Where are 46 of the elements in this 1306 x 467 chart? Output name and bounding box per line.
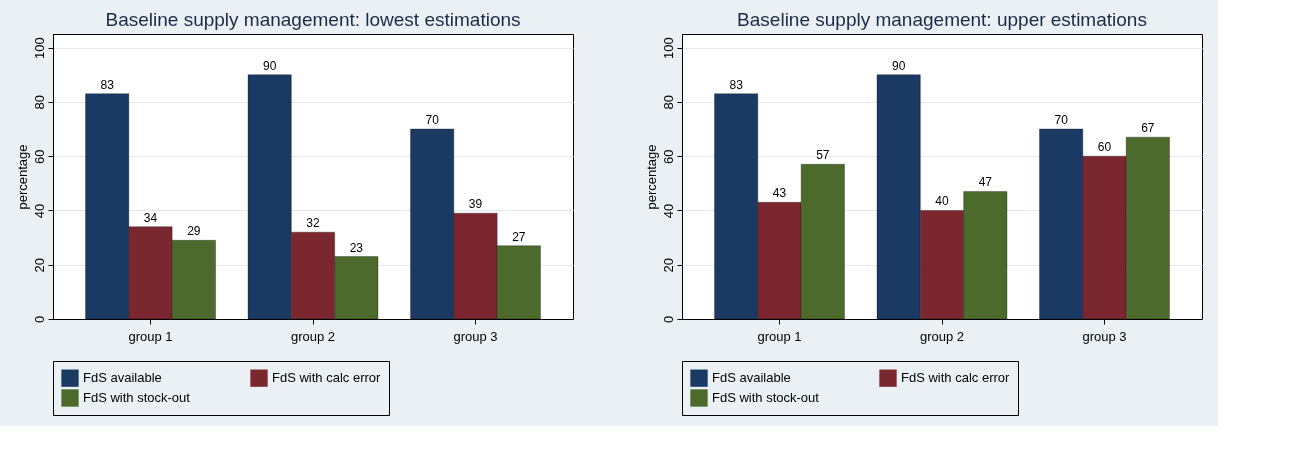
x-tick-label: group 2 xyxy=(919,328,965,344)
legend-label: FdS with calc error xyxy=(272,370,382,386)
legend-label: FdS with stock-out xyxy=(83,390,191,405)
x-tick-label: group 1 xyxy=(128,328,173,344)
y-tick-label: 100 xyxy=(31,37,47,59)
chart-title: Baseline supply management: lowest estimations xyxy=(105,9,521,30)
y-tick-label: 80 xyxy=(31,95,47,110)
chart-title: Baseline supply management: upper estimations xyxy=(737,9,1147,30)
y-tick-label: 100 xyxy=(660,37,676,59)
data-label: 67 xyxy=(1141,121,1155,136)
y-tick-label: 60 xyxy=(31,149,47,164)
x-tick-label: group 1 xyxy=(757,328,802,344)
y-axis-title: percentage xyxy=(643,144,659,210)
y-tick-label: 20 xyxy=(660,257,676,273)
y-tick-label: 80 xyxy=(660,95,676,110)
data-label: 70 xyxy=(1054,113,1069,127)
legend-label: FdS with calc error xyxy=(901,370,1011,386)
y-tick-label: 0 xyxy=(660,315,676,324)
y-axis-title: percentage xyxy=(14,144,30,210)
data-label: 23 xyxy=(349,240,364,255)
y-tick-label: 40 xyxy=(660,203,676,219)
legend-label: FdS available xyxy=(712,370,791,386)
data-label: 47 xyxy=(978,175,993,190)
y-tick-label: 0 xyxy=(31,315,47,324)
x-tick-label: group 2 xyxy=(290,328,336,344)
data-label: 32 xyxy=(306,216,320,231)
data-label: 90 xyxy=(891,58,906,73)
data-label: 90 xyxy=(262,58,277,73)
data-label: 40 xyxy=(935,194,949,209)
data-label: 34 xyxy=(143,210,158,225)
data-label: 39 xyxy=(468,197,483,212)
data-label: 60 xyxy=(1097,140,1112,155)
y-tick-label: 60 xyxy=(660,149,676,164)
data-label: 57 xyxy=(816,148,830,163)
x-tick-label: group 3 xyxy=(453,328,498,344)
data-label: 70 xyxy=(425,113,440,127)
legend-label: FdS available xyxy=(83,370,162,386)
data-label: 43 xyxy=(772,186,787,201)
y-tick-label: 40 xyxy=(31,203,47,219)
x-tick-label: group 3 xyxy=(1082,328,1127,344)
data-label: 29 xyxy=(187,224,201,239)
y-tick-label: 20 xyxy=(31,257,47,273)
legend-label: FdS with stock-out xyxy=(712,390,820,405)
data-label: 27 xyxy=(512,229,526,244)
data-label: 83 xyxy=(100,77,115,92)
data-label: 83 xyxy=(729,77,744,92)
